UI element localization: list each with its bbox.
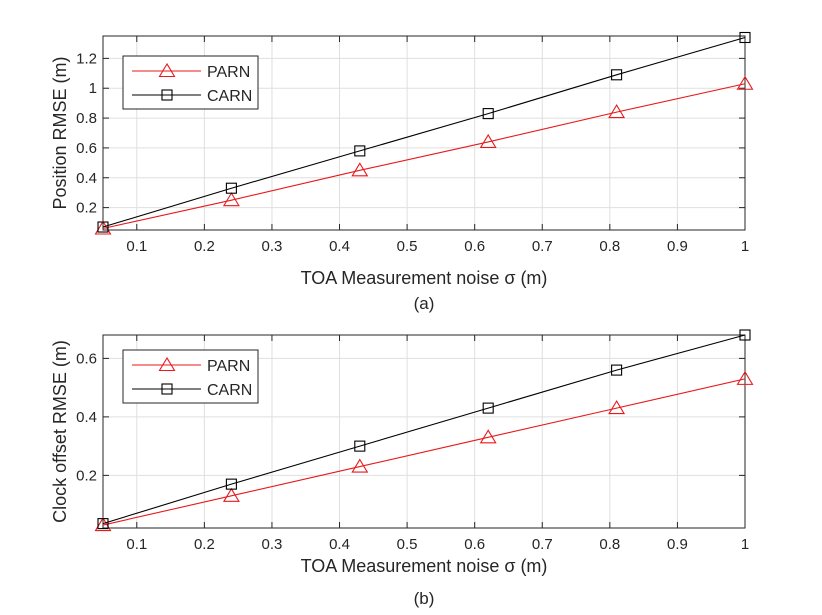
series-line-carn bbox=[102, 334, 746, 525]
data-point-parn bbox=[608, 400, 626, 415]
x-tick-label: 0.9 bbox=[667, 238, 688, 255]
x-tick-label: 0.7 bbox=[532, 238, 553, 255]
y-tick-label: 0.4 bbox=[76, 170, 97, 187]
x-axis-label: TOA Measurement noise σ (m) bbox=[301, 268, 548, 288]
legend-marker-carn bbox=[161, 383, 173, 395]
x-tick-label: 0.2 bbox=[194, 238, 215, 255]
data-point-parn bbox=[351, 162, 369, 177]
x-tick-label: 0.4 bbox=[329, 238, 350, 255]
data-point-carn bbox=[354, 440, 366, 452]
legend-marker-parn bbox=[158, 356, 176, 372]
x-tick-label: 1 bbox=[741, 536, 749, 553]
data-point-parn bbox=[608, 104, 626, 119]
legend-label-carn: CARN bbox=[207, 382, 252, 399]
x-tick-label: 1 bbox=[741, 238, 749, 255]
data-point-carn bbox=[225, 182, 237, 194]
x-tick-label: 0.6 bbox=[464, 238, 485, 255]
y-tick-label: 0.4 bbox=[76, 409, 97, 426]
legend: PARN CARN bbox=[122, 349, 259, 404]
x-tick-label: 0.6 bbox=[464, 536, 485, 553]
legend-marker-carn bbox=[161, 89, 173, 101]
chart-panel-2: 0.1 0.2 0.3 0.4 0.5 0.6 0.7 0.8 0.9 1 0.2 0.4 0.6 TOA… bbox=[50, 329, 754, 608]
y-axis-label: Clock offset RMSE (m) bbox=[50, 340, 70, 523]
series-parn bbox=[94, 370, 754, 532]
data-point-carn bbox=[482, 402, 494, 414]
series-carn bbox=[97, 329, 751, 530]
data-point-carn bbox=[97, 221, 109, 233]
data-point-carn bbox=[482, 108, 494, 120]
data-point-parn bbox=[736, 370, 754, 385]
x-axis-label: TOA Measurement noise σ (m) bbox=[301, 556, 548, 576]
data-point-carn bbox=[611, 364, 623, 376]
x-tick-label: 0.8 bbox=[599, 536, 620, 553]
y-tick-label: 0.2 bbox=[76, 200, 97, 217]
legend-box bbox=[122, 55, 259, 110]
x-tick-label: 0.3 bbox=[262, 238, 283, 255]
x-tick-label: 0.9 bbox=[667, 536, 688, 553]
axes-box bbox=[102, 35, 746, 231]
legend: PARN CARN bbox=[122, 55, 259, 110]
panel-caption: (b) bbox=[414, 589, 435, 608]
series-line-parn bbox=[102, 378, 746, 526]
series-line-carn bbox=[102, 36, 746, 228]
x-tick-label: 0.3 bbox=[262, 536, 283, 553]
legend-marker-parn bbox=[158, 62, 176, 78]
legend-label-parn: PARN bbox=[207, 64, 250, 81]
data-point-parn bbox=[222, 487, 240, 502]
series-line-parn bbox=[102, 83, 746, 230]
y-tick-label: 0.2 bbox=[76, 467, 97, 484]
y-tick-label: 0.6 bbox=[76, 140, 97, 157]
data-point-carn bbox=[97, 518, 109, 530]
panel-caption: (a) bbox=[414, 294, 435, 313]
series-carn bbox=[97, 31, 751, 233]
axes-box bbox=[102, 334, 746, 529]
data-point-carn bbox=[225, 478, 237, 490]
legend-label-carn: CARN bbox=[207, 88, 252, 105]
data-point-parn bbox=[351, 458, 369, 473]
data-point-carn bbox=[354, 145, 366, 157]
x-tick-label: 0.7 bbox=[532, 536, 553, 553]
y-axis-label: Position RMSE (m) bbox=[50, 56, 70, 209]
data-point-parn bbox=[479, 429, 497, 444]
chart-panel-1: 0.1 0.2 0.3 0.4 0.5 0.6 0.7 0.8 0.9 1 0.2 0.4 0.6 0.8… bbox=[50, 31, 754, 313]
x-tick-label: 0.4 bbox=[329, 536, 350, 553]
x-tick-label: 0.1 bbox=[126, 238, 147, 255]
data-point-parn bbox=[479, 133, 497, 149]
x-tick-label: 0.8 bbox=[599, 238, 620, 255]
data-point-parn bbox=[222, 192, 240, 207]
y-tick-label: 1.2 bbox=[76, 50, 97, 67]
data-point-parn bbox=[94, 517, 112, 532]
series-parn bbox=[94, 75, 754, 235]
data-point-parn bbox=[736, 75, 754, 90]
y-tick-label: 0.6 bbox=[76, 350, 97, 367]
data-point-carn bbox=[739, 329, 751, 341]
y-tick-label: 0.8 bbox=[76, 110, 97, 127]
legend-label-parn: PARN bbox=[207, 358, 250, 375]
x-tick-label: 0.2 bbox=[194, 536, 215, 553]
data-point-carn bbox=[611, 69, 623, 81]
legend-box bbox=[122, 349, 259, 404]
x-tick-label: 0.5 bbox=[397, 238, 418, 255]
x-tick-label: 0.5 bbox=[397, 536, 418, 553]
y-tick-label: 1 bbox=[89, 80, 97, 97]
x-tick-label: 0.1 bbox=[126, 536, 147, 553]
data-point-parn bbox=[94, 220, 112, 235]
data-point-carn bbox=[739, 31, 751, 44]
